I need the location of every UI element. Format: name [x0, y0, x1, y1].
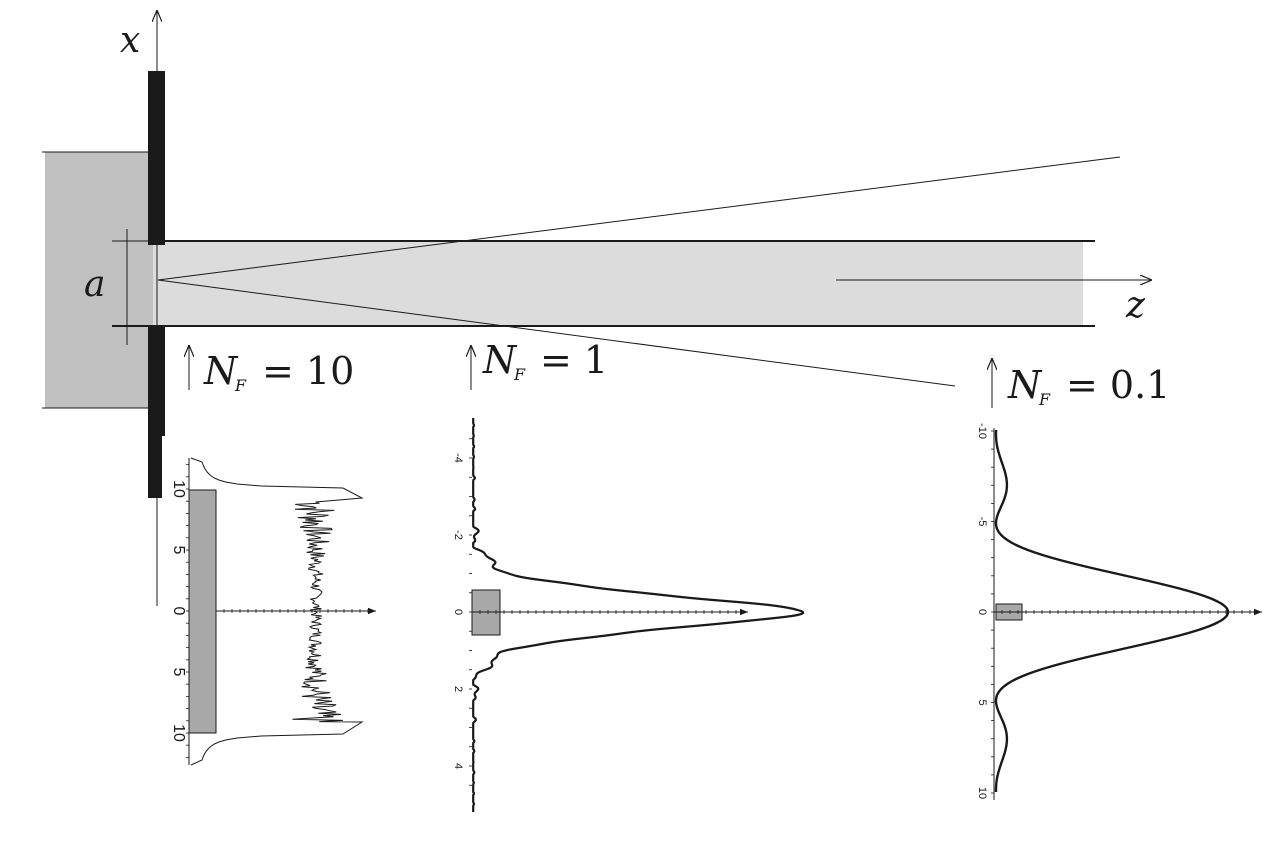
nf10-tick-label: 5: [170, 668, 187, 677]
nf1-tick-labels: -4 -2 0 2 4: [452, 453, 464, 769]
intensity-plot-nf1: -4 -2 0 2 4: [452, 418, 805, 812]
nf10-aperture-rect: [188, 489, 217, 734]
nf10-tick-label: 0: [170, 607, 187, 616]
nf1-tick-label: -4: [452, 453, 464, 463]
nf10-tick-label: 10: [170, 724, 187, 742]
nf01-symbol: N: [1007, 363, 1043, 407]
nf01-intensity-curve: [994, 430, 1230, 792]
nf1-axis-ticks: [469, 438, 737, 786]
intensity-plot-nf01: -10 -5 0 5 10: [976, 423, 1262, 800]
nf1-symbol: N: [482, 338, 518, 382]
nf10-subscript: F: [234, 376, 247, 395]
x-axis-label: x: [120, 20, 140, 61]
cone-upper-line: [157, 156, 1121, 281]
nf10-tick-label: 5: [170, 546, 187, 555]
nf01-tick-label: -5: [976, 517, 988, 527]
panel-label-nf01: N F = 0.1: [992, 358, 1170, 409]
nf10-symbol: N: [203, 349, 239, 393]
panel-label-nf10: N F = 10: [189, 345, 354, 395]
nf1-tick-label: 4: [452, 763, 464, 769]
panel-label-nf1: N F = 1: [471, 338, 608, 390]
beam-region: [153, 242, 1083, 326]
aperture-label: a: [84, 264, 105, 305]
cone-lower-line: [157, 279, 956, 387]
nf10-tick-label: 10: [170, 480, 187, 498]
nf01-value: = 0.1: [1066, 363, 1170, 407]
nf01-tick-label: -10: [976, 423, 988, 439]
intensity-plot-nf10: 10 5 0 5 10: [170, 457, 376, 766]
nf1-subscript: F: [513, 365, 526, 384]
nf10-axis-ticks: [186, 464, 369, 758]
screen-plate-lower-ext: [148, 436, 162, 498]
incident-region: [45, 152, 153, 408]
nf1-intensity-curve: [472, 418, 805, 812]
nf10-value: = 10: [262, 349, 354, 393]
nf01-tick-label: 5: [976, 699, 988, 705]
nf01-tick-labels: -10 -5 0 5 10: [976, 423, 988, 799]
nf01-tick-label: 10: [976, 787, 988, 799]
nf01-tick-label: 0: [976, 609, 988, 615]
nf1-tick-label: -2: [452, 530, 464, 540]
nf10-intensity-curve: [190, 457, 364, 766]
nf1-value: = 1: [540, 338, 608, 382]
nf10-tick-labels: 10 5 0 5 10: [170, 480, 187, 742]
z-axis-label: z: [1125, 285, 1146, 326]
nf01-subscript: F: [1038, 390, 1051, 409]
nf1-tick-label: 0: [452, 609, 464, 615]
nf01-axis-ticks: [991, 430, 1251, 794]
nf1-tick-label: 2: [452, 686, 464, 692]
